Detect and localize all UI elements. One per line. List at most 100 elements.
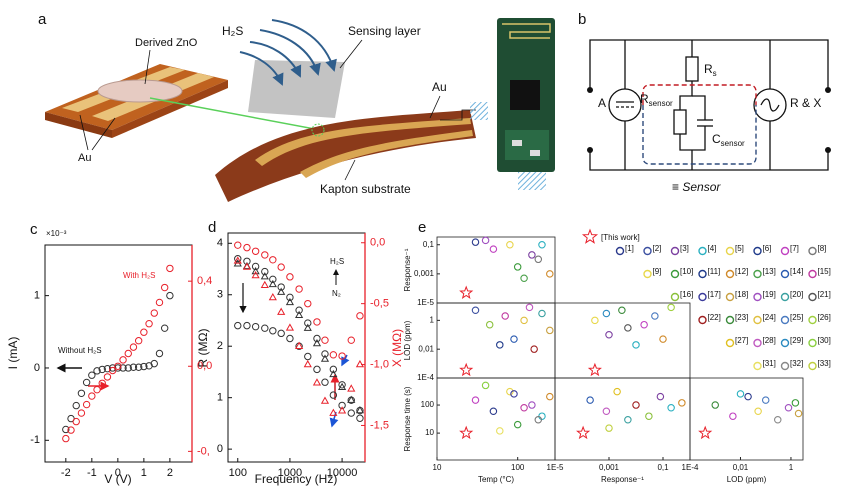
laser (149, 97, 321, 131)
resistor (673, 109, 687, 135)
point (489, 407, 498, 416)
legend-marker (753, 315, 762, 325)
component (530, 150, 540, 156)
gas-arrow (259, 29, 321, 76)
circuit (589, 39, 829, 171)
panel-label: c (30, 221, 38, 238)
legend-text: [21] (818, 290, 831, 299)
legend-marker (808, 292, 817, 302)
x-axis-label: V (V) (104, 472, 131, 486)
point (129, 363, 138, 371)
point (134, 363, 143, 371)
point (98, 365, 106, 374)
scale-note: ×10⁻³ (46, 229, 67, 238)
point (496, 341, 504, 349)
point (632, 341, 640, 349)
point (103, 364, 112, 373)
point (124, 349, 132, 358)
point (234, 255, 242, 263)
point (338, 401, 346, 410)
point (534, 415, 543, 424)
electrode (255, 118, 471, 166)
point (304, 299, 312, 308)
label-ammeter: A (598, 96, 606, 110)
point (347, 409, 355, 417)
legend-marker (808, 338, 817, 348)
point (471, 306, 480, 315)
point (329, 408, 338, 416)
electrode (300, 130, 473, 178)
terminal (587, 87, 593, 93)
x-tick-label: -1 (87, 467, 97, 479)
legend-text: [29] (790, 336, 803, 345)
point (295, 285, 303, 293)
x-tick-label: 1000 (278, 467, 302, 479)
legend-marker (780, 315, 790, 325)
legend-marker (615, 246, 625, 256)
legend-text: [24] (763, 313, 776, 322)
point (520, 404, 528, 412)
legend-text: [4] (708, 244, 717, 253)
point (251, 322, 260, 331)
point (355, 405, 365, 414)
x-axis-label: Frequency (Hz) (255, 472, 338, 486)
label-au: Au (78, 152, 91, 164)
annotation: With H₂S (123, 271, 155, 280)
y2-tick-label: 0,0 (197, 360, 212, 372)
point (510, 335, 518, 343)
x-tick-label: 10 (433, 463, 442, 472)
substrate-edge (45, 112, 112, 138)
y2-tick-label: -1,5 (370, 419, 389, 431)
x-tick-label: 100 (511, 463, 525, 472)
point (538, 240, 546, 249)
symbol: R (640, 92, 649, 106)
point (98, 379, 106, 387)
wire (692, 95, 706, 120)
label-au: Au (432, 80, 447, 94)
legend-marker (725, 246, 735, 256)
legend-text: [6] (763, 244, 772, 253)
legend-text: [20] (790, 290, 803, 299)
point (528, 401, 536, 409)
y-axis-label: LOD (ppm) (403, 320, 412, 360)
point (251, 271, 260, 279)
point (624, 415, 632, 424)
point (82, 400, 91, 409)
point (321, 350, 329, 358)
point (313, 334, 321, 343)
x-tick-label: 0,1 (657, 463, 669, 472)
point (321, 378, 329, 386)
point (481, 381, 490, 390)
legend-marker (725, 292, 735, 302)
point (268, 292, 277, 301)
terminal (825, 87, 831, 93)
point (329, 351, 338, 359)
point (285, 297, 295, 306)
point (794, 409, 803, 418)
point (510, 390, 518, 398)
point (277, 287, 286, 295)
point (313, 365, 321, 374)
point (546, 270, 554, 278)
point (62, 434, 70, 443)
point (337, 406, 347, 414)
legend-marker (808, 269, 817, 279)
gas-arrow (249, 41, 302, 78)
point (496, 427, 504, 435)
point (329, 365, 338, 374)
legend-marker (725, 338, 735, 348)
point (82, 378, 91, 387)
point (261, 324, 269, 332)
leader (79, 114, 89, 151)
point (624, 324, 632, 332)
this-work-point (698, 425, 713, 440)
leader (339, 39, 363, 69)
sensor-box (642, 105, 757, 165)
label-csensor: Csensor (712, 132, 745, 148)
panel-frame (689, 377, 804, 461)
point (337, 382, 347, 391)
x-tick-label: 1 (789, 463, 794, 472)
wire (589, 150, 829, 171)
point (77, 409, 86, 417)
point (667, 404, 675, 412)
